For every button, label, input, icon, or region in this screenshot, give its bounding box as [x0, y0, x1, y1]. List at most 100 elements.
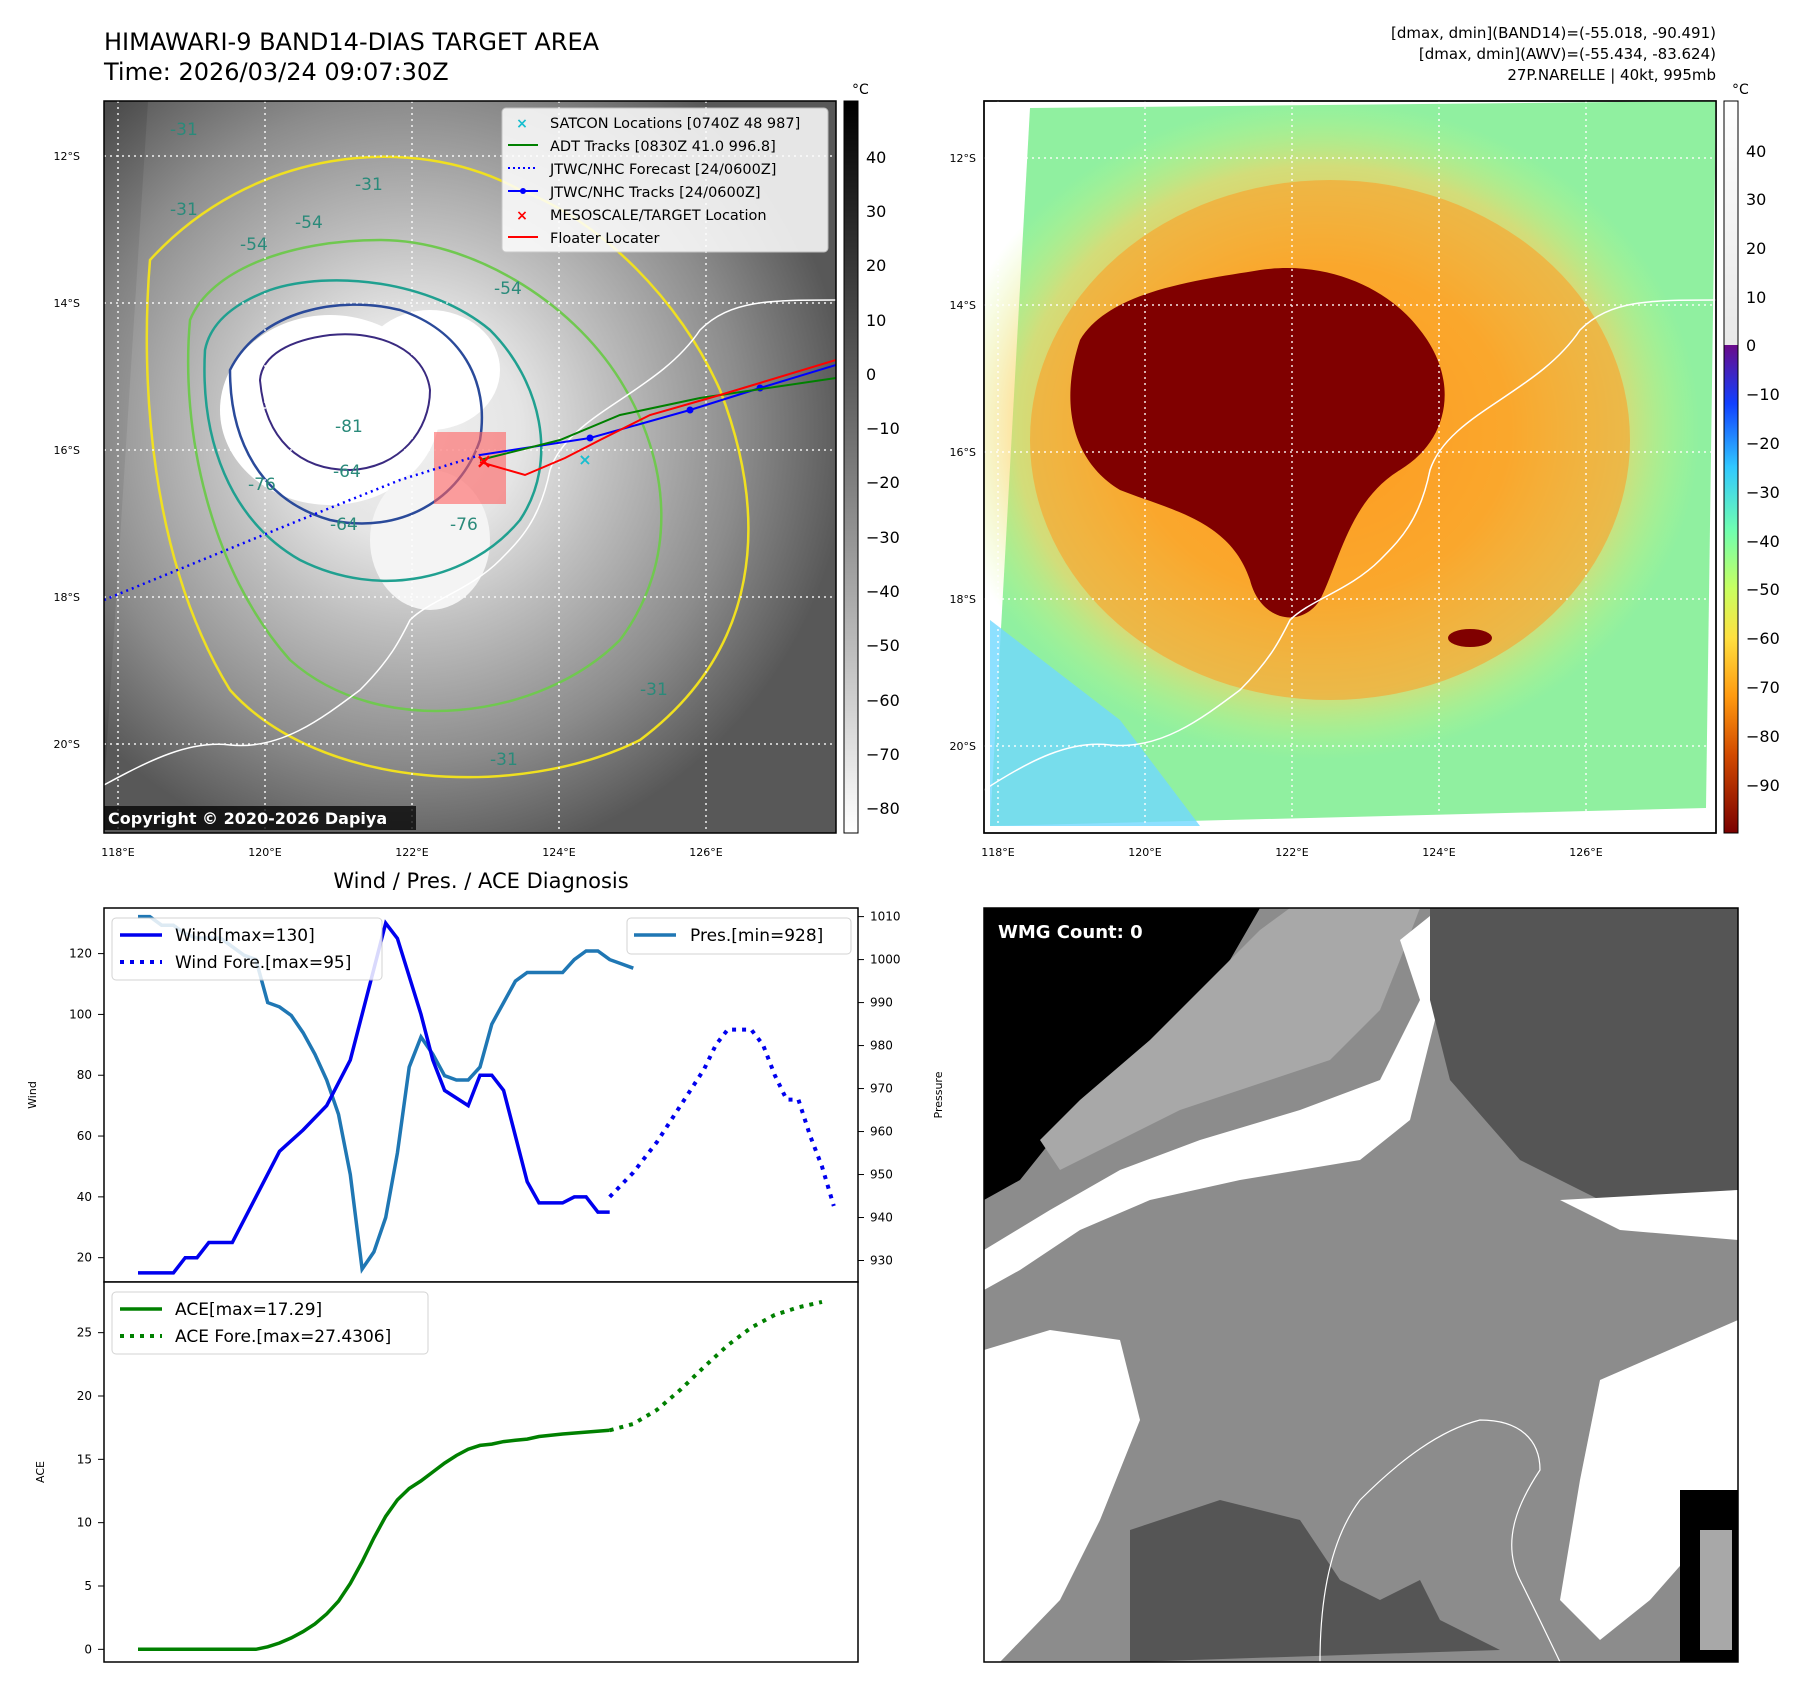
ir-coastline	[104, 299, 836, 786]
wmg-white-southeast	[1560, 1320, 1738, 1640]
awv-lat-ticks: 12°S 14°S 16°S 18°S 20°S	[950, 152, 976, 753]
ir-colorbar-ticks: 40 30 20 10 0 −10 −20 −30 −40 −50 −60 −7…	[866, 148, 900, 818]
jtwc-track-point	[586, 434, 594, 442]
legend-marker-satcon: ×	[516, 116, 528, 132]
lon-tick: 126°E	[1569, 846, 1602, 859]
awv-gridlines	[984, 101, 1716, 833]
cbar-tick: −90	[1746, 776, 1780, 795]
ace-line	[138, 1428, 610, 1652]
wmg-dark-south	[1130, 1500, 1500, 1662]
lon-tick: 118°E	[101, 846, 134, 859]
lat-tick: 12°S	[54, 150, 80, 163]
lon-tick: 122°E	[395, 846, 428, 859]
cbar-tick: −50	[1746, 580, 1780, 599]
ir-frame	[103, 100, 837, 834]
awv-lon-ticks: 118°E 120°E 122°E 124°E 126°E	[981, 846, 1602, 859]
lat-tick: 16°S	[950, 446, 976, 459]
copyright-text: Copyright © 2020-2026 Dapiya	[108, 809, 387, 828]
ytick-label: 80	[77, 1068, 92, 1082]
lat-tick: 14°S	[54, 297, 80, 310]
lat-tick: 20°S	[950, 740, 976, 753]
ace-legend: ACE[max=17.29] ACE Fore.[max=27.4306]	[111, 1291, 429, 1355]
wmg-frame	[983, 907, 1739, 1663]
ytick-label: 10	[77, 1516, 92, 1530]
cbar-tick: −30	[866, 528, 900, 547]
lat-tick: 20°S	[54, 738, 80, 751]
legend-label: JTWC/NHC Forecast [24/0600Z]	[549, 162, 776, 178]
ir-lat-ticks: 12°S 14°S 16°S 18°S 20°S	[54, 150, 80, 751]
cbar-tick: 10	[866, 311, 886, 330]
ir-lon-ticks: 118°E 120°E 122°E 124°E 126°E	[101, 846, 722, 859]
cbar-tick: −70	[1746, 678, 1780, 697]
lat-tick: 16°S	[54, 444, 80, 457]
legend-marker-jtwc-track-dot	[520, 188, 526, 194]
cbar-tick: −20	[1746, 434, 1780, 453]
ace-legend-box	[111, 1291, 429, 1355]
legend-marker-mesoscale: ×	[516, 208, 528, 224]
lon-tick: 126°E	[689, 846, 722, 859]
wmg-white-band	[984, 908, 1470, 1290]
wmg-grey-patch	[1700, 1530, 1732, 1650]
lon-tick: 118°E	[981, 846, 1014, 859]
figure-time: Time: 2026/03/24 09:07:30Z	[103, 58, 449, 86]
legend-label: ADT Tracks [0830Z 41.0 996.8]	[550, 139, 776, 155]
cbar-tick: 20	[866, 256, 886, 275]
awv-colorbar-unit: °C	[1732, 82, 1749, 98]
ir-colorbar-unit: °C	[852, 82, 869, 98]
lat-tick: 12°S	[950, 152, 976, 165]
awv-colorbar-cold	[1724, 345, 1738, 833]
pressure-legend: Pres.[min=928]	[626, 917, 852, 955]
lon-tick: 124°E	[1422, 846, 1455, 859]
legend-label: JTWC/NHC Tracks [24/0600Z]	[549, 185, 761, 201]
cbar-tick: −60	[866, 691, 900, 710]
ace-forecast-legend-label: ACE Fore.[max=27.4306]	[175, 1327, 391, 1347]
contour-81	[258, 333, 432, 472]
contour-label: -31	[640, 680, 668, 700]
cbar-tick: −80	[1746, 727, 1780, 746]
ytick-label: 940	[870, 1211, 893, 1225]
contour-label: -76	[248, 475, 276, 495]
ace-axis-label: ACE	[34, 1461, 47, 1483]
contour-label: -54	[240, 235, 268, 255]
ir-colorbar	[843, 100, 859, 834]
lat-tick: 18°S	[950, 593, 976, 606]
lat-tick: 18°S	[54, 591, 80, 604]
contour-label: -64	[330, 515, 358, 535]
lon-tick: 122°E	[1275, 846, 1308, 859]
jtwc-track-point	[686, 406, 694, 414]
ytick-label: 1000	[870, 953, 901, 967]
awv-cold-spot	[1448, 629, 1492, 647]
cbar-tick: −80	[866, 799, 900, 818]
wmg-count-label: WMG Count: 0	[998, 922, 1143, 943]
wmg-count-box	[990, 914, 1168, 948]
wmg-white-south	[984, 1330, 1140, 1662]
cbar-tick: −50	[866, 636, 900, 655]
contour-label: -54	[494, 279, 522, 299]
contour-31	[145, 155, 750, 779]
wind-legend: Wind[max=130] Wind Fore.[max=95]	[111, 917, 383, 981]
wmg-white-east	[1560, 1190, 1738, 1240]
legend-label: Floater Locater	[550, 231, 659, 247]
legend-label: SATCON Locations [0740Z 48 987]	[550, 116, 800, 132]
pressure-axis-label: Pressure	[932, 1071, 945, 1118]
ace-legend-label: ACE[max=17.29]	[175, 1300, 322, 1320]
pressure-legend-box	[626, 917, 852, 955]
contour-label: -54	[295, 213, 323, 233]
mesoscale-target-marker: ×	[476, 449, 493, 473]
ir-panel: × × -31 -31 -31 -54 -54 -54 -64 -64 -76 …	[54, 82, 900, 859]
cbar-tick: −40	[1746, 532, 1780, 551]
cbar-tick: 10	[1746, 288, 1766, 307]
contour-64	[203, 279, 543, 583]
awv-colorbar-ticks: 40 30 20 10 0 −10 −20 −30 −40 −50 −60 −7…	[1746, 142, 1780, 795]
cbar-tick: −60	[1746, 629, 1780, 648]
contour-label: -31	[355, 175, 383, 195]
pressure-legend-label: Pres.[min=928]	[690, 926, 823, 946]
ytick-label: 15	[77, 1452, 92, 1466]
ytick-label: 100	[69, 1007, 92, 1021]
cbar-tick: 20	[1746, 239, 1766, 258]
ytick-label: 950	[870, 1168, 893, 1182]
figure-title: HIMAWARI-9 BAND14-DIAS TARGET AREA	[104, 28, 600, 56]
awv-colorbar-frame	[1723, 100, 1739, 834]
diagnosis-title: Wind / Pres. / ACE Diagnosis	[333, 869, 628, 893]
